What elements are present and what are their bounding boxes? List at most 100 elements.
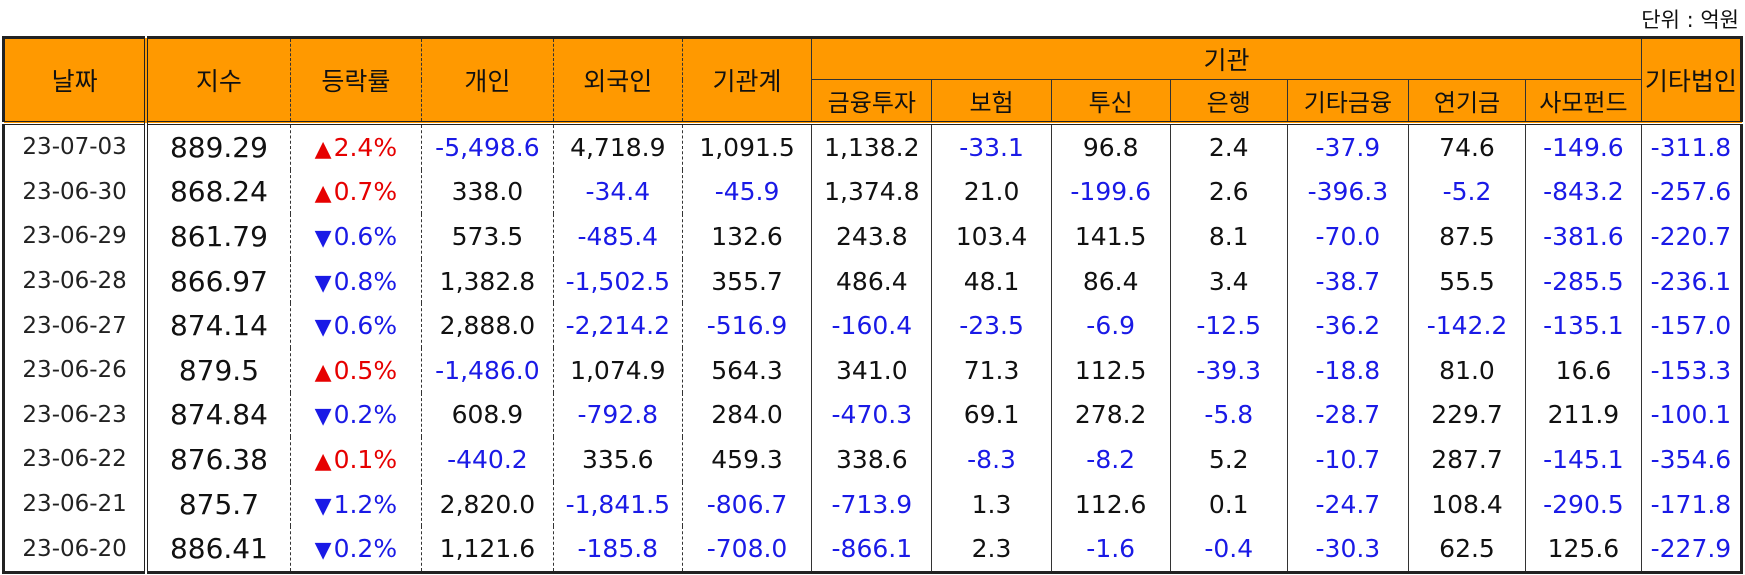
cell-value: 103.4 — [931, 214, 1052, 259]
cell-change: ▲2.4% — [289, 123, 422, 170]
cell-value: 243.8 — [811, 214, 932, 259]
cell-value: -171.8 — [1640, 481, 1742, 527]
cell-index: 875.7 — [144, 481, 291, 527]
cell-value: -290.5 — [1524, 481, 1642, 527]
cell-value: -708.0 — [681, 526, 812, 573]
cell-value: -1,486.0 — [421, 347, 554, 393]
table-row: 23-07-03 889.29 ▲2.4% -5,498.6 4,718.9 1,091.… — [4, 123, 1742, 170]
cell-date: 23-06-29 — [22, 223, 127, 250]
cell-value: -257.6 — [1640, 169, 1742, 215]
cell-value: 1,382.8 — [421, 258, 554, 304]
cell-date: 23-06-26 — [22, 357, 127, 384]
cell-value: 1,374.8 — [811, 169, 932, 215]
cell-value: -516.9 — [681, 303, 812, 348]
table-row: 23-06-28 866.97 ▼0.8% 1,382.8 -1,502.5 355.7 4… — [4, 258, 1742, 304]
cell-value: -199.6 — [1050, 169, 1171, 215]
col-header-index: 지수 — [144, 37, 291, 123]
cell-value: 335.6 — [552, 437, 683, 482]
cell-value: -236.1 — [1640, 258, 1742, 304]
cell-value: 21.0 — [931, 169, 1052, 215]
cell-value: 69.1 — [931, 392, 1052, 438]
col-header-trust: 투신 — [1050, 79, 1171, 123]
triangle-up-icon: ▲ — [314, 136, 332, 162]
table-row: 23-06-26 879.5 ▲0.5% -1,486.0 1,074.9 564.3 34… — [4, 347, 1742, 393]
cell-value: 229.7 — [1408, 392, 1526, 438]
cell-value: -39.3 — [1169, 347, 1288, 393]
change-percent: 0.7% — [333, 177, 398, 207]
cell-value: 486.4 — [811, 258, 932, 304]
cell-index: 876.38 — [144, 437, 291, 482]
cell-change: ▼0.2% — [289, 526, 422, 573]
triangle-down-icon: ▼ — [314, 315, 332, 341]
col-header-private-fund: 사모펀드 — [1524, 79, 1642, 123]
cell-date: 23-07-03 — [22, 134, 127, 161]
cell-value: -354.6 — [1640, 437, 1742, 482]
triangle-down-icon: ▼ — [314, 270, 332, 296]
cell-change: ▼0.2% — [289, 392, 422, 438]
change-percent: 0.2% — [333, 400, 398, 430]
triangle-up-icon: ▲ — [314, 359, 332, 385]
cell-value: 81.0 — [1408, 347, 1526, 393]
table-row: 23-06-22 876.38 ▲0.1% -440.2 335.6 459.3 338.6… — [4, 437, 1742, 482]
cell-date: 23-06-28 — [22, 268, 127, 295]
table-row: 23-06-27 874.14 ▼0.6% 2,888.0 -2,214.2 -516.9… — [4, 303, 1742, 348]
cell-value: -381.6 — [1524, 214, 1642, 259]
cell-value: -18.8 — [1286, 347, 1409, 393]
cell-value: -311.8 — [1640, 123, 1742, 170]
cell-value: 2.4 — [1169, 123, 1288, 170]
cell-value: -220.7 — [1640, 214, 1742, 259]
cell-index: 866.97 — [144, 258, 291, 304]
table-row: 23-06-29 861.79 ▼0.6% 573.5 -485.4 132.6 243.8… — [4, 214, 1742, 259]
cell-index: 874.14 — [144, 303, 291, 348]
cell-value: 8.1 — [1169, 214, 1288, 259]
cell-date: 23-06-21 — [22, 491, 127, 518]
cell-value: -30.3 — [1286, 526, 1409, 573]
cell-value: -36.2 — [1286, 303, 1409, 348]
triangle-down-icon: ▼ — [314, 225, 332, 251]
cell-value: -70.0 — [1286, 214, 1409, 259]
change-percent: 2.4% — [333, 132, 398, 162]
investor-trading-table: 날짜 지수 등락률 개인 외국인 기관계 기관 기타법인 금융투자 보험 투신 … — [2, 36, 1743, 574]
cell-value: 2,820.0 — [421, 481, 554, 527]
cell-value: 2.6 — [1169, 169, 1288, 215]
cell-value: 284.0 — [681, 392, 812, 438]
cell-value: -10.7 — [1286, 437, 1409, 482]
change-percent: 0.5% — [333, 355, 398, 385]
cell-value: -227.9 — [1640, 526, 1742, 573]
cell-value: -142.2 — [1408, 303, 1526, 348]
cell-value: -1,502.5 — [552, 258, 683, 304]
cell-value: 86.4 — [1050, 258, 1171, 304]
cell-index: 874.84 — [144, 392, 291, 438]
cell-index: 879.5 — [144, 347, 291, 393]
cell-value: 71.3 — [931, 347, 1052, 393]
cell-value: 355.7 — [681, 258, 812, 304]
triangle-up-icon: ▲ — [314, 448, 332, 474]
col-header-other-corp: 기타법인 — [1640, 37, 1742, 123]
cell-value: -440.2 — [421, 437, 554, 482]
col-header-inst-total: 기관계 — [681, 37, 812, 123]
cell-value: 48.1 — [931, 258, 1052, 304]
cell-value: -6.9 — [1050, 303, 1171, 348]
cell-value: 211.9 — [1524, 392, 1642, 438]
cell-value: -5.2 — [1408, 169, 1526, 215]
col-header-pension: 연기금 — [1408, 79, 1526, 123]
cell-date: 23-06-27 — [22, 312, 127, 339]
cell-date: 23-06-22 — [22, 446, 127, 473]
triangle-down-icon: ▼ — [314, 493, 332, 519]
table-body: 23-07-03 889.29 ▲2.4% -5,498.6 4,718.9 1,091.… — [4, 123, 1742, 573]
cell-value: 4,718.9 — [552, 123, 683, 170]
cell-value: -23.5 — [931, 303, 1052, 348]
col-header-bank: 은행 — [1169, 79, 1288, 123]
cell-value: -5.8 — [1169, 392, 1288, 438]
cell-value: 564.3 — [681, 347, 812, 393]
cell-index: 889.29 — [144, 123, 291, 170]
cell-value: -135.1 — [1524, 303, 1642, 348]
cell-value: 573.5 — [421, 214, 554, 259]
cell-value: -160.4 — [811, 303, 932, 348]
col-header-institution: 기관 — [811, 37, 1642, 80]
cell-value: 459.3 — [681, 437, 812, 482]
cell-value: 16.6 — [1524, 347, 1642, 393]
unit-label: 단위 : 억원 — [1641, 8, 1739, 32]
cell-value: 341.0 — [811, 347, 932, 393]
cell-change: ▼0.6% — [289, 303, 422, 348]
